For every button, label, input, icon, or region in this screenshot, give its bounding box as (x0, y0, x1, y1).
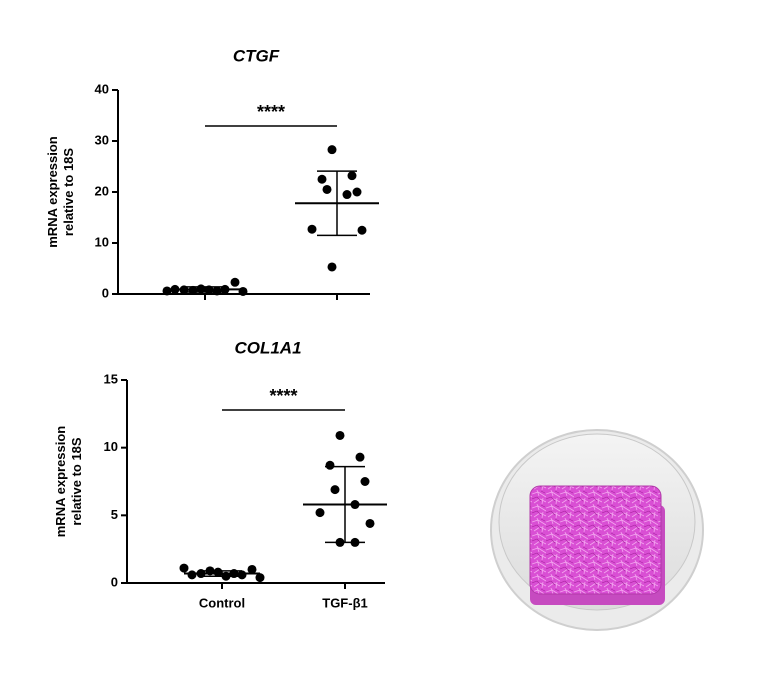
data-point (255, 573, 265, 583)
data-point (347, 171, 357, 181)
data-point (204, 285, 214, 295)
data-point (342, 190, 352, 200)
y-tick-label: 10 (104, 439, 118, 454)
data-point (330, 485, 340, 495)
data-point (357, 225, 367, 235)
data-point (187, 570, 197, 580)
data-point (247, 564, 257, 574)
y-axis-label: mRNA expressionrelative to 18S (45, 136, 76, 248)
data-point (355, 452, 365, 462)
data-point (162, 286, 172, 296)
data-point (327, 262, 337, 272)
data-point (365, 518, 375, 528)
y-tick-label: 30 (95, 132, 109, 147)
data-point (229, 569, 239, 579)
y-axis-label: mRNA expressionrelative to 18S (53, 426, 84, 538)
y-tick-label: 5 (111, 507, 118, 522)
y-tick-label: 20 (95, 183, 109, 198)
data-point (179, 285, 189, 295)
y-axis-label-line: relative to 18S (69, 437, 84, 525)
y-tick-label: 0 (102, 285, 109, 300)
data-point (196, 284, 206, 294)
y-tick-label: 40 (95, 81, 109, 96)
data-point (322, 184, 332, 194)
data-point (205, 566, 215, 576)
data-point (317, 174, 327, 184)
data-point (238, 286, 248, 296)
data-point (360, 477, 370, 486)
data-point (352, 187, 362, 197)
data-point (335, 430, 345, 440)
y-tick-label: 15 (104, 371, 118, 386)
data-point (221, 571, 231, 581)
data-point (212, 286, 222, 296)
x-tick-label: Control (199, 595, 245, 610)
data-point (188, 285, 198, 295)
data-point (350, 537, 360, 547)
y-axis-label-line: mRNA expression (53, 426, 68, 538)
data-point (335, 537, 345, 547)
chart-title: COL1A1 (234, 338, 301, 357)
chart-title: CTGF (233, 46, 280, 65)
data-point (230, 277, 240, 287)
y-tick-label: 10 (95, 234, 109, 249)
data-point (170, 284, 180, 294)
data-point (307, 224, 317, 234)
significance-label: **** (257, 102, 285, 122)
significance-label: **** (269, 386, 297, 406)
data-point (179, 563, 189, 573)
data-point (213, 567, 223, 577)
data-point (220, 284, 230, 294)
data-point (196, 569, 206, 579)
data-point (315, 508, 325, 518)
data-point (237, 570, 247, 580)
y-axis-label-line: relative to 18S (61, 148, 76, 236)
y-axis-label-line: mRNA expression (45, 136, 60, 248)
data-point (327, 145, 337, 155)
x-tick-label: TGF-β1 (322, 595, 368, 610)
data-point (325, 460, 335, 470)
y-tick-label: 0 (111, 574, 118, 589)
data-point (350, 500, 360, 510)
petri-dish-illustration (490, 429, 704, 631)
